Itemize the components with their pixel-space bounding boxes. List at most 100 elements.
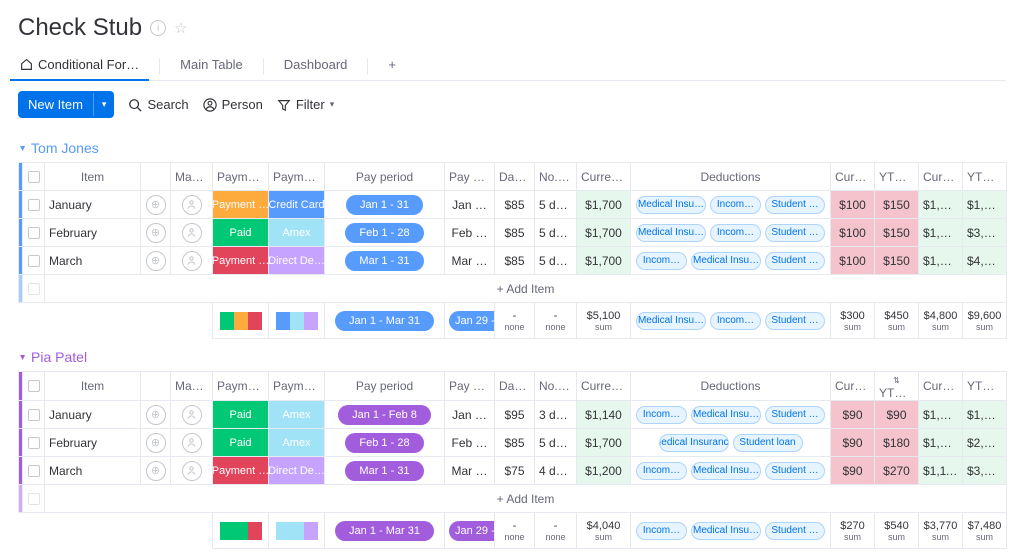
column-header[interactable]: Item (45, 372, 141, 401)
payment-method[interactable]: Direct De… (269, 457, 324, 484)
row-checkbox[interactable] (28, 199, 40, 211)
payment-status[interactable]: Paid (213, 219, 268, 246)
add-item-button[interactable]: + Add Item (45, 485, 1007, 513)
pay-date[interactable]: Jan … (445, 191, 495, 219)
num-days[interactable]: 4 days (535, 457, 577, 485)
ytd-deduction[interactable]: $180 (875, 429, 919, 457)
filter-button[interactable]: Filter ▾ (277, 97, 334, 112)
deduction-tag[interactable]: Medical Insu… (691, 252, 761, 270)
deduction-tag[interactable]: Incom… (636, 462, 687, 480)
chevron-down-icon[interactable]: ▾ (93, 93, 115, 116)
num-days[interactable]: 5 days (535, 429, 577, 457)
ytd-net[interactable]: $1,050 (963, 401, 1007, 429)
current-amount[interactable]: $1,700 (577, 219, 631, 247)
current-deduction[interactable]: $100 (831, 219, 875, 247)
pay-date[interactable]: Jan … (445, 401, 495, 429)
deduction-tag[interactable]: Student … (765, 406, 825, 424)
payment-method[interactable]: Amex (269, 219, 324, 246)
deduction-tag[interactable]: Medical Insu… (636, 224, 706, 242)
column-header[interactable]: Manager (171, 372, 213, 401)
payment-method[interactable]: Amex (269, 401, 324, 428)
column-header[interactable]: Pay period (325, 163, 445, 191)
day-rate[interactable]: $85 (495, 247, 535, 275)
num-days[interactable]: 5 days (535, 191, 577, 219)
pay-period-pill[interactable]: Feb 1 - 28 (345, 223, 423, 243)
day-rate[interactable]: $85 (495, 191, 535, 219)
deduction-tag[interactable]: Student … (765, 196, 825, 214)
payment-method[interactable]: Amex (269, 429, 324, 456)
search-button[interactable]: Search (128, 97, 188, 112)
conversation-icon[interactable]: ⊕ (146, 195, 166, 215)
current-net[interactable]: $1,600 (919, 191, 963, 219)
row-checkbox[interactable] (28, 255, 40, 267)
manager-avatar[interactable] (182, 223, 202, 243)
deduction-tag[interactable]: Medical Insu… (691, 462, 761, 480)
payment-status[interactable]: Paid (213, 429, 268, 456)
current-deduction[interactable]: $100 (831, 247, 875, 275)
ytd-net[interactable]: $3,770 (963, 457, 1007, 485)
pay-period-pill[interactable]: Jan 1 - 31 (346, 195, 423, 215)
num-days[interactable]: 5 days (535, 219, 577, 247)
ytd-deduction[interactable]: $150 (875, 191, 919, 219)
deduction-tag[interactable]: Medical Insu… (636, 196, 706, 214)
pay-period-pill[interactable]: Mar 1 - 31 (345, 251, 423, 271)
column-header[interactable]: Pay date (445, 163, 495, 191)
payment-status[interactable]: Payment … (213, 247, 268, 274)
pay-date[interactable]: Mar … (445, 247, 495, 275)
payment-status[interactable]: Paid (213, 401, 268, 428)
column-header[interactable]: Current … (577, 163, 631, 191)
column-header[interactable]: YTD Net… (963, 372, 1007, 401)
column-header[interactable]: Deductions (631, 372, 831, 401)
ytd-net[interactable]: $3,200 (963, 219, 1007, 247)
column-header[interactable]: Payment… (213, 372, 269, 401)
row-checkbox[interactable] (28, 465, 40, 477)
conversation-icon[interactable]: ⊕ (146, 223, 166, 243)
payment-method[interactable]: Credit Card (269, 191, 324, 218)
item-name[interactable]: March (45, 457, 141, 485)
column-header[interactable]: Deductions (631, 163, 831, 191)
deduction-tag[interactable]: Incom… (636, 406, 687, 424)
current-deduction[interactable]: $90 (831, 457, 875, 485)
current-deduction[interactable]: $90 (831, 429, 875, 457)
select-all-checkbox[interactable] (28, 171, 40, 183)
new-item-button[interactable]: New Item ▾ (18, 91, 114, 118)
favorite-icon[interactable]: ☆ (174, 19, 187, 37)
column-header[interactable]: Current … (577, 372, 631, 401)
tab-add[interactable]: + (386, 52, 398, 80)
group-header[interactable]: ▸ Pia Patel (18, 345, 1006, 371)
column-header[interactable]: Curre… (831, 163, 875, 191)
column-header[interactable]: YTD Net… (963, 163, 1007, 191)
tab-main-table[interactable]: Main Table (178, 52, 245, 80)
ytd-deduction[interactable]: $270 (875, 457, 919, 485)
column-header[interactable]: Payment… (269, 163, 325, 191)
payment-status[interactable]: Payment … (213, 191, 268, 218)
manager-avatar[interactable] (182, 461, 202, 481)
tab-dashboard[interactable]: Dashboard (282, 52, 350, 80)
current-net[interactable]: $1,110 (919, 457, 963, 485)
ytd-deduction[interactable]: $90 (875, 401, 919, 429)
pay-period-pill[interactable]: Feb 1 - 28 (345, 433, 423, 453)
column-header[interactable]: Pay period (325, 372, 445, 401)
current-deduction[interactable]: $100 (831, 191, 875, 219)
row-checkbox[interactable] (28, 409, 40, 421)
ytd-deduction[interactable]: $150 (875, 219, 919, 247)
column-header[interactable]: Payment… (213, 163, 269, 191)
item-name[interactable]: January (45, 401, 141, 429)
manager-avatar[interactable] (182, 433, 202, 453)
pay-date[interactable]: Feb … (445, 429, 495, 457)
payment-method[interactable]: Direct De… (269, 247, 324, 274)
pay-period-pill[interactable]: Jan 1 - Feb 8 (338, 405, 431, 425)
ytd-deduction[interactable]: $150 (875, 247, 919, 275)
day-rate[interactable]: $85 (495, 429, 535, 457)
current-amount[interactable]: $1,700 (577, 191, 631, 219)
deduction-tag[interactable]: Medical Insu… (691, 406, 761, 424)
column-header[interactable]: Day r… (495, 163, 535, 191)
ytd-net[interactable]: $1,600 (963, 191, 1007, 219)
item-name[interactable]: January (45, 191, 141, 219)
current-deduction[interactable]: $90 (831, 401, 875, 429)
column-header[interactable]: Manager (171, 163, 213, 191)
conversation-icon[interactable]: ⊕ (146, 433, 166, 453)
deduction-tag[interactable]: Incom… (710, 224, 761, 242)
manager-avatar[interactable] (182, 251, 202, 271)
column-header[interactable]: Pay date (445, 372, 495, 401)
